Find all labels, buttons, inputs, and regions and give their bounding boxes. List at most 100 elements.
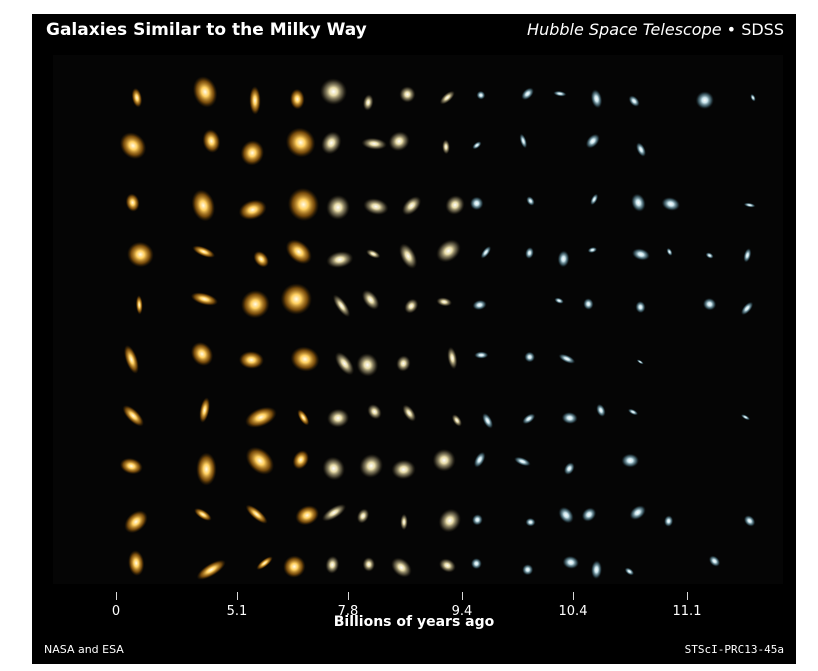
galaxy-image: [191, 189, 215, 222]
galaxy-image: [287, 187, 320, 222]
galaxy-image: [404, 298, 419, 314]
galaxy-image: [322, 456, 345, 481]
galaxy-image: [743, 515, 756, 527]
galaxy-image: [122, 405, 144, 427]
galaxy-image: [562, 555, 580, 569]
galaxy-image: [295, 505, 320, 526]
telescope-name: Hubble Space Telescope: [527, 20, 722, 39]
galaxy-image: [125, 193, 140, 212]
galaxy-image: [245, 446, 275, 475]
galaxy-image: [135, 295, 143, 315]
galaxy-image: [256, 556, 273, 570]
galaxy-image: [399, 86, 416, 103]
galaxy-image: [359, 453, 384, 478]
galaxy-image: [469, 196, 484, 211]
galaxy-image: [740, 301, 754, 316]
galaxy-image: [661, 197, 681, 211]
galaxy-image: [740, 414, 751, 421]
galaxy-image: [290, 346, 320, 372]
galaxy-image: [119, 457, 143, 475]
telescope-credit: Hubble Space Telescope • SDSS: [527, 20, 784, 39]
galaxy-image: [590, 89, 603, 109]
galaxy-image: [285, 127, 316, 158]
galaxy-image: [522, 413, 536, 425]
galaxy-image: [438, 508, 462, 533]
galaxy-image: [557, 250, 570, 268]
galaxy-panel: [53, 55, 783, 584]
galaxy-image: [525, 517, 536, 527]
galaxy-image: [128, 550, 145, 576]
galaxy-image: [356, 353, 379, 377]
galaxy-image: [561, 411, 578, 425]
galaxy-image: [521, 87, 534, 101]
credit-separator: •: [721, 20, 742, 39]
galaxy-image: [361, 137, 387, 150]
galaxy-image: [442, 139, 450, 155]
galaxy-image: [297, 409, 310, 426]
galaxy-image: [524, 351, 536, 363]
axis-tick: [116, 592, 117, 600]
galaxy-image: [476, 90, 486, 100]
galaxy-image: [199, 397, 210, 423]
galaxy-image: [666, 247, 673, 256]
galaxy-image: [391, 459, 416, 480]
galaxy-image: [388, 131, 410, 152]
galaxy-image: [280, 283, 312, 315]
axis-tick: [348, 592, 349, 600]
galaxy-image: [470, 558, 482, 570]
galaxy-image: [238, 199, 267, 220]
galaxy-image: [445, 195, 465, 215]
galaxy-image: [202, 129, 221, 153]
galaxy-image: [319, 78, 348, 105]
galaxy-image: [190, 342, 214, 366]
galaxy-image: [581, 507, 597, 522]
galaxy-image: [192, 245, 216, 258]
galaxy-image: [583, 298, 594, 310]
galaxy-image: [363, 198, 389, 216]
axis-label: Billions of years ago: [333, 614, 495, 630]
galaxy-image: [356, 508, 370, 524]
galaxy-image: [238, 351, 264, 369]
galaxy-image: [119, 132, 147, 160]
galaxy-image: [635, 301, 646, 314]
galaxy-image: [750, 93, 756, 102]
galaxy-image: [283, 555, 306, 578]
galaxy-image: [628, 95, 640, 107]
galaxy-image: [436, 297, 453, 307]
galaxy-image: [325, 555, 340, 574]
galaxy-image: [190, 292, 219, 306]
galaxy-image: [285, 239, 312, 265]
galaxy-image: [292, 450, 309, 470]
galaxy-image: [196, 559, 226, 580]
axis-tick-label: 11.1: [672, 604, 702, 619]
galaxy-image: [400, 513, 408, 531]
galaxy-image: [558, 506, 574, 524]
galaxy-image: [695, 91, 714, 110]
release-id: STScI-PRC13-45a: [684, 643, 784, 656]
galaxy-image: [396, 355, 411, 372]
galaxy-image: [253, 251, 269, 268]
galaxy-image: [366, 249, 381, 259]
axis-tick: [687, 592, 688, 600]
galaxy-image: [326, 251, 354, 269]
galaxy-image: [321, 503, 347, 522]
galaxy-image: [631, 193, 646, 212]
galaxy-image: [439, 90, 455, 105]
galaxy-image: [663, 515, 674, 527]
galaxy-image: [402, 196, 422, 216]
image-credit: NASA and ESA: [44, 643, 124, 656]
axis-tick: [462, 592, 463, 600]
axis-tick-label: 0: [111, 604, 121, 619]
survey-name: SDSS: [741, 20, 784, 39]
galaxy-image: [519, 133, 528, 149]
galaxy-image: [245, 504, 268, 524]
image-title: Galaxies Similar to the Milky Way: [46, 20, 367, 40]
galaxy-image: [436, 239, 461, 263]
galaxy-image: [327, 408, 350, 428]
galaxy-grid: [119, 76, 756, 580]
galaxy-image: [326, 194, 350, 220]
galaxy-image: [249, 86, 261, 115]
galaxy-image: [596, 403, 606, 417]
galaxy-image: [289, 88, 305, 110]
galaxy-image: [482, 412, 494, 429]
